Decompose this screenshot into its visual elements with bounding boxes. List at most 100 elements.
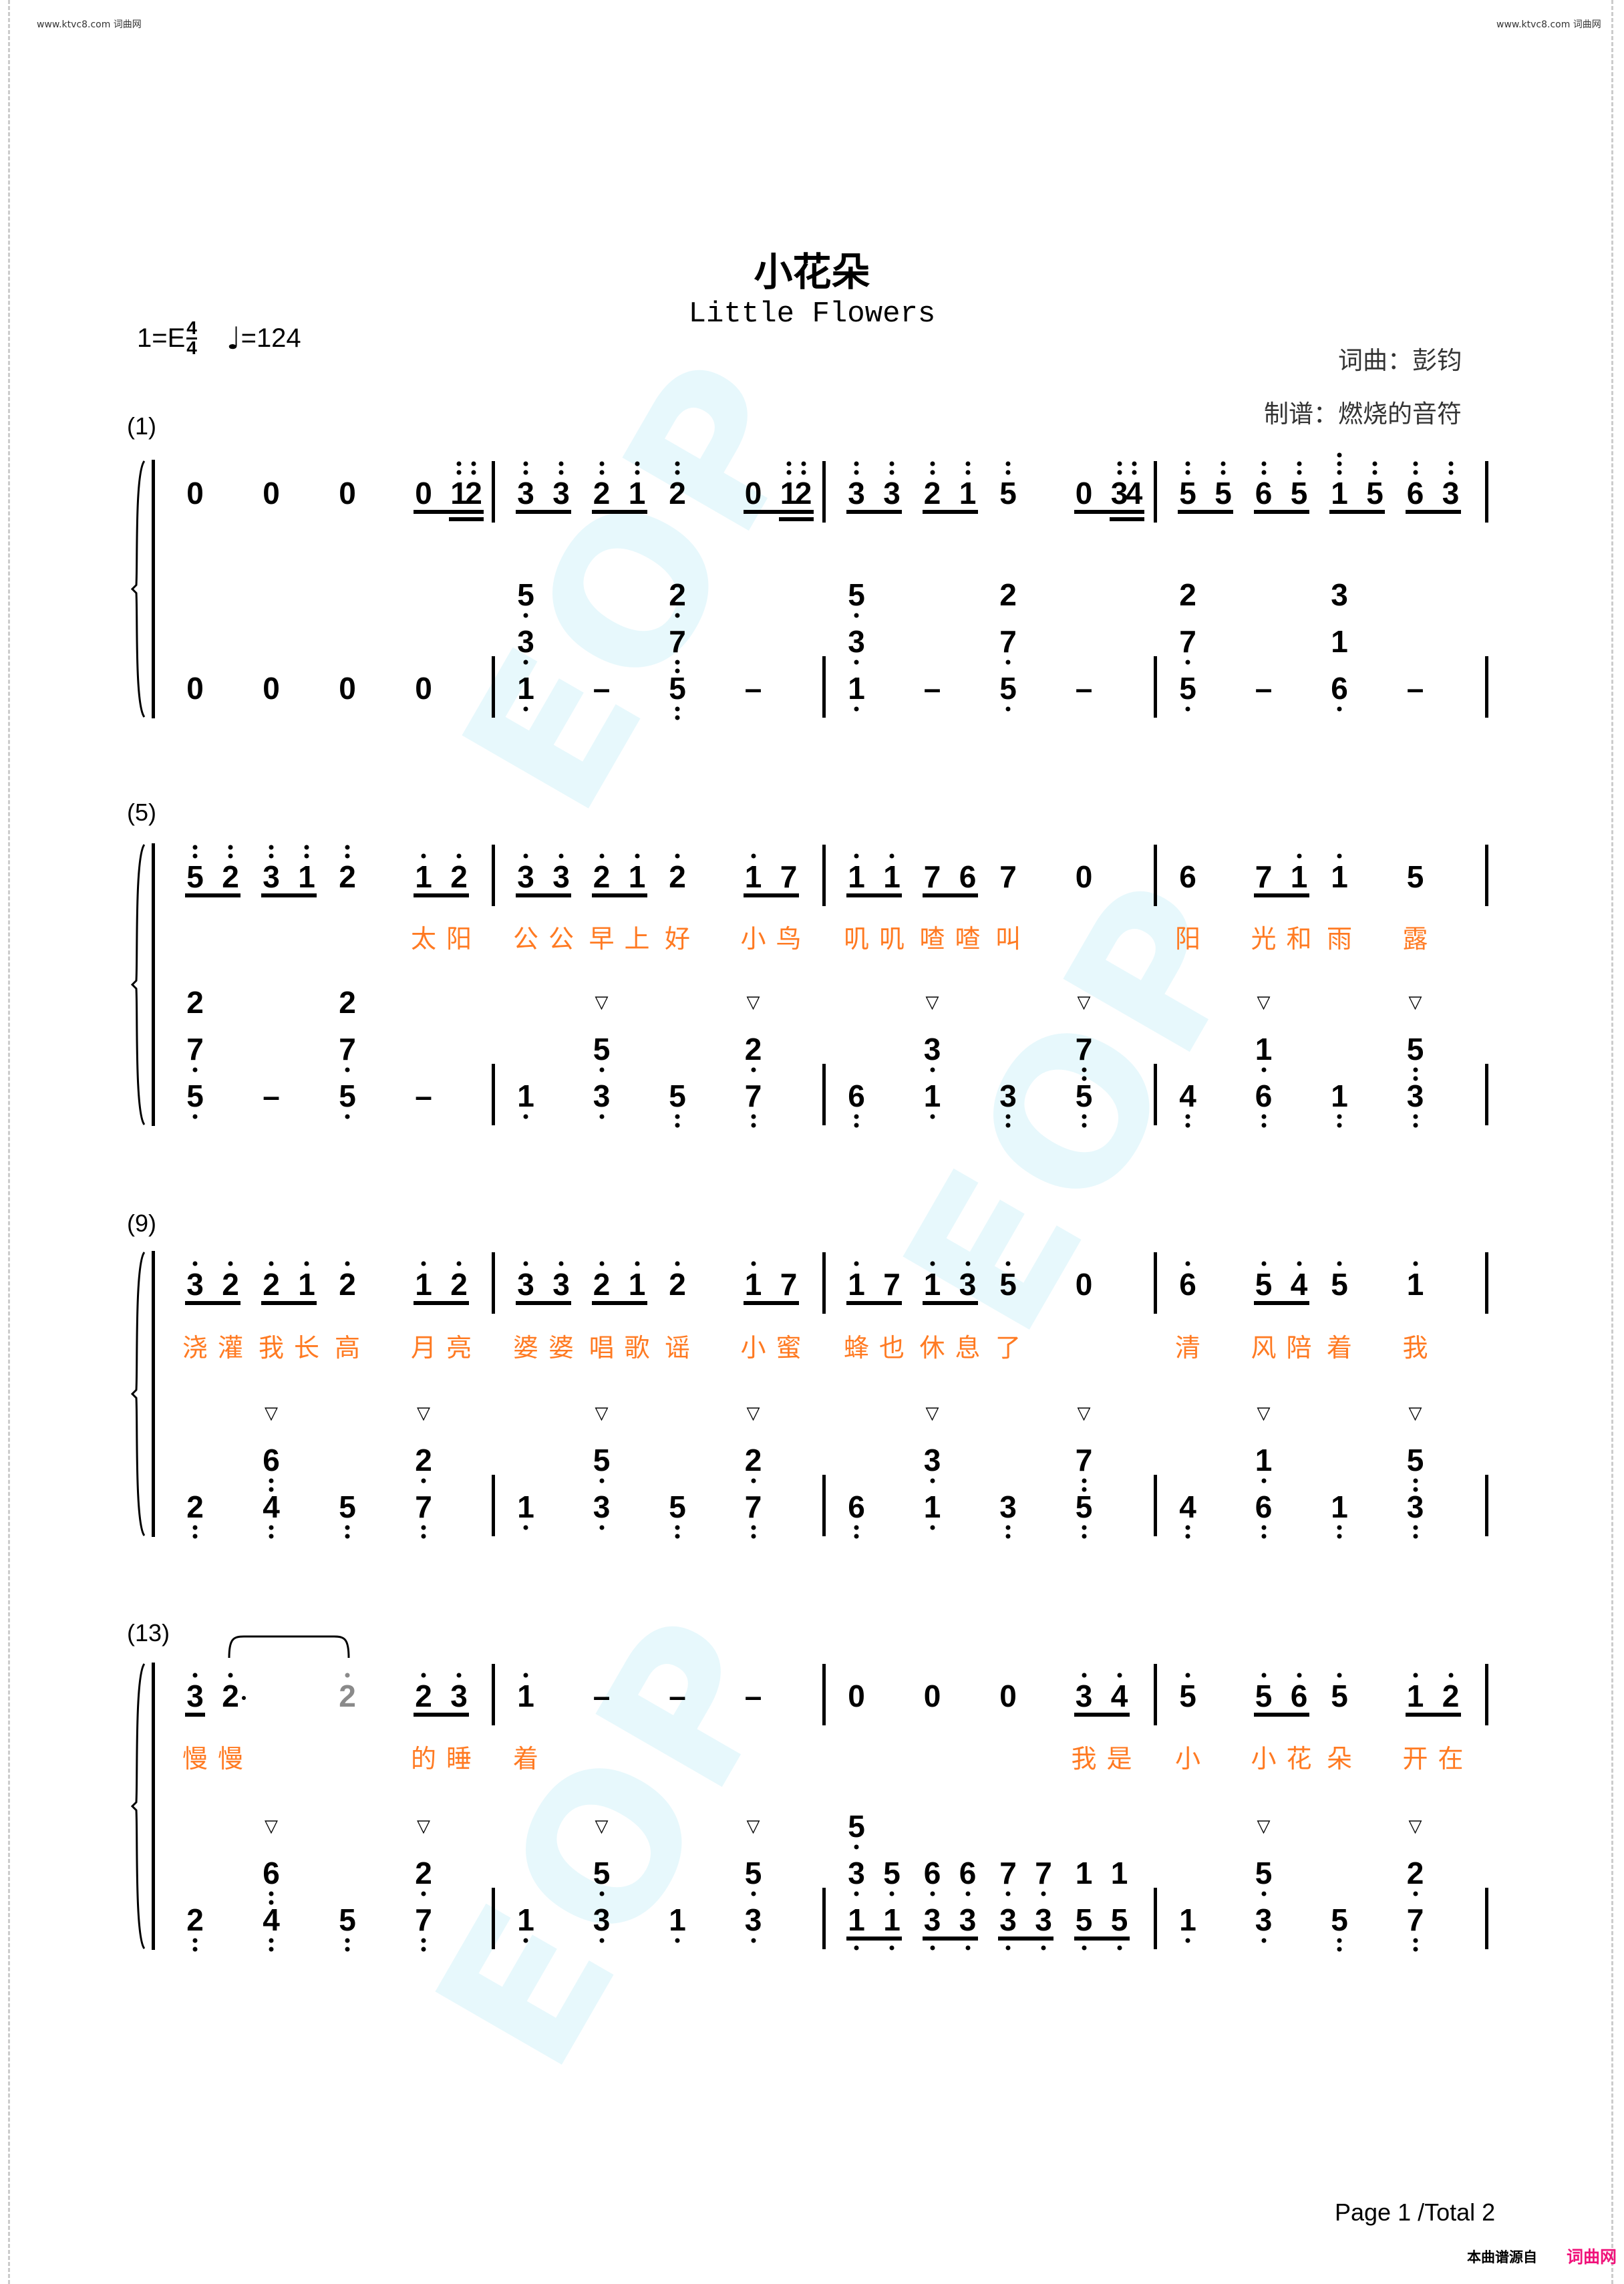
note: 5 xyxy=(999,1267,1017,1302)
note: 7 xyxy=(1179,624,1196,659)
octave-dot-below xyxy=(930,1478,935,1483)
note: 5 xyxy=(186,1079,204,1113)
rest: 0 xyxy=(186,671,204,706)
octave-dot-above xyxy=(1337,461,1342,466)
note: 3 xyxy=(593,1079,611,1113)
rest: 0 xyxy=(263,476,280,511)
lyric-syllable: 慢 xyxy=(217,1744,244,1773)
octave-dot-above xyxy=(854,470,859,475)
underline-beam xyxy=(449,517,484,521)
underline-beam xyxy=(1253,1713,1309,1717)
underline-beam xyxy=(743,1301,799,1305)
octave-dot-below xyxy=(1082,1067,1086,1073)
note: 5 xyxy=(848,577,865,612)
lyric-syllable: 公 xyxy=(548,924,575,954)
barline xyxy=(822,1664,826,1725)
note: 2 xyxy=(339,859,356,894)
octave-dot-above xyxy=(1413,470,1418,475)
octave-dot-below xyxy=(1261,1123,1266,1128)
note: 1 xyxy=(1331,1079,1348,1113)
lyric-syllable: 蜜 xyxy=(776,1333,802,1363)
octave-dot-above xyxy=(1337,452,1342,458)
note: 1 xyxy=(628,859,646,894)
note: 6 xyxy=(1179,1267,1196,1302)
barline xyxy=(822,1064,826,1125)
duration-dash: – xyxy=(263,1079,280,1113)
barline xyxy=(822,461,826,523)
octave-dot-above xyxy=(192,845,198,850)
lyric-syllable: 月 xyxy=(410,1333,437,1363)
underline-beam xyxy=(1405,510,1461,514)
note: 1 xyxy=(517,1489,534,1524)
octave-dot-above xyxy=(345,1673,350,1678)
note: 1 xyxy=(848,671,865,706)
octave-dot-above xyxy=(1297,1261,1301,1266)
octave-dot-above xyxy=(228,845,233,850)
octave-dot-below xyxy=(1413,1938,1418,1943)
octave-dot-below xyxy=(1413,1534,1418,1539)
accent-triangle-icon: ▽ xyxy=(265,1403,278,1423)
lyric-syllable: 高 xyxy=(334,1333,361,1363)
octave-dot-below xyxy=(421,1534,426,1539)
octave-dot-above xyxy=(1117,1673,1122,1678)
octave-dot-above xyxy=(1132,470,1136,475)
octave-dot-below xyxy=(421,1525,426,1530)
note: 5 xyxy=(669,1079,686,1113)
octave-dot-above xyxy=(1117,470,1122,475)
underline-beam xyxy=(1405,1713,1461,1717)
staff-brace xyxy=(131,1252,146,1536)
underline-beam xyxy=(414,1301,469,1305)
composer-credit: 词曲：彭钧 xyxy=(1338,346,1462,375)
octave-dot-above xyxy=(523,461,528,466)
octave-dot-above xyxy=(889,461,895,466)
octave-dot-below xyxy=(1337,1947,1342,1952)
barline xyxy=(1485,1475,1488,1536)
lyric-syllable: 息 xyxy=(955,1333,981,1363)
octave-dot-above xyxy=(456,470,462,475)
octave-dot-above xyxy=(345,853,350,859)
note: 2 xyxy=(222,1267,239,1302)
octave-dot-below xyxy=(930,1525,935,1530)
note: 2 xyxy=(669,577,686,612)
octave-dot-above xyxy=(456,461,462,466)
underline-beam xyxy=(922,1301,978,1305)
barline xyxy=(822,656,826,718)
note: 1 xyxy=(415,859,432,894)
octave-dot-below xyxy=(1185,1123,1190,1128)
octave-dot-below xyxy=(1041,1891,1046,1896)
barline xyxy=(1154,461,1157,523)
system-start-line xyxy=(152,1251,155,1537)
note: 1 xyxy=(517,1079,534,1113)
underline-beam xyxy=(1178,510,1233,514)
note: 1 xyxy=(923,1489,941,1524)
octave-dot-above xyxy=(421,1673,426,1678)
barline xyxy=(1154,845,1157,906)
underline-beam xyxy=(922,893,978,897)
note: 3 xyxy=(999,1079,1017,1113)
lyric-syllable: 着 xyxy=(1326,1333,1353,1363)
duration-dash: – xyxy=(669,1679,686,1713)
augmentation-dot xyxy=(242,1696,246,1700)
note: 4 xyxy=(1125,476,1143,511)
barline xyxy=(1154,1252,1157,1314)
duration-dash: – xyxy=(593,671,611,706)
octave-dot-below xyxy=(675,706,680,712)
lyric-syllable: 了 xyxy=(995,1333,1021,1363)
underline-beam xyxy=(846,893,902,897)
octave-dot-above xyxy=(635,470,639,475)
lyric-syllable: 早 xyxy=(589,924,615,954)
lyric-syllable: 的 xyxy=(410,1744,437,1773)
octave-dot-below xyxy=(751,1891,756,1896)
note: 1 xyxy=(517,1679,534,1713)
page-number: Page 1 /Total 2 xyxy=(1335,2198,1496,2226)
octave-dot-below xyxy=(930,1945,935,1951)
octave-dot-below xyxy=(751,1938,756,1943)
octave-dot-below xyxy=(854,1945,859,1951)
lyric-syllable: 公 xyxy=(512,924,539,954)
octave-dot-below xyxy=(345,1938,350,1943)
barline xyxy=(1154,656,1157,718)
note: 3 xyxy=(1110,476,1128,511)
octave-dot-above xyxy=(635,461,639,466)
octave-dot-above xyxy=(1372,470,1377,475)
